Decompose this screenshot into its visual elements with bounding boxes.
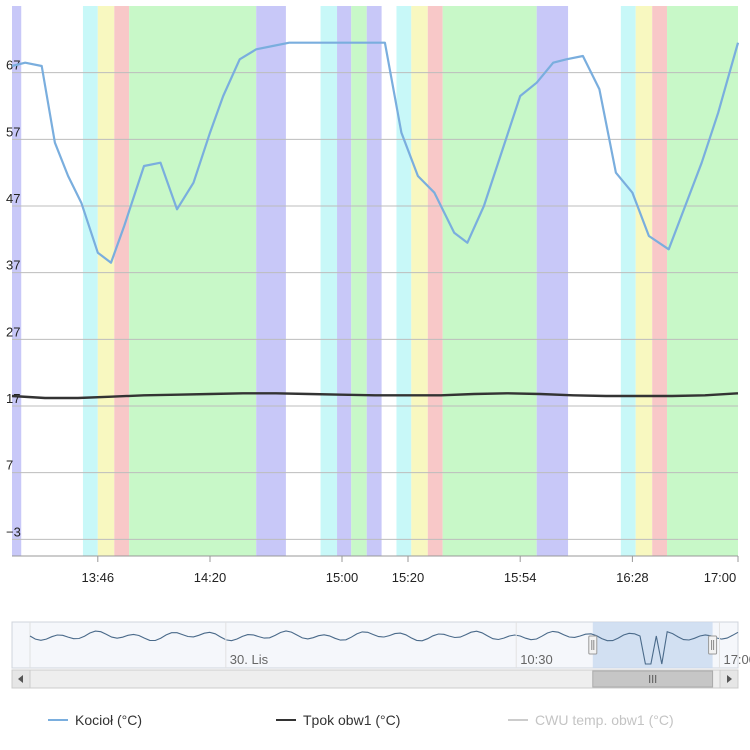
band <box>320 6 338 556</box>
navigator-handle[interactable] <box>588 635 598 655</box>
band <box>366 6 382 556</box>
x-tick-label: 15:00 <box>326 570 359 585</box>
band <box>427 6 443 556</box>
series-line <box>11 392 739 400</box>
legend-swatch <box>508 719 528 721</box>
legend-label: CWU temp. obw1 (°C) <box>535 712 674 728</box>
y-tick-label: 27 <box>6 324 20 339</box>
band <box>667 6 738 556</box>
legend-label: Tpok obw1 (°C) <box>303 712 401 728</box>
series-lines <box>11 41 740 400</box>
band <box>635 6 653 556</box>
series-line <box>11 41 740 264</box>
legend-item-kociol[interactable]: Kocioł (°C) <box>48 712 142 728</box>
band <box>442 6 537 556</box>
x-tick-label: 17:00 <box>704 570 737 585</box>
legend-swatch <box>276 719 296 721</box>
legend-label: Kocioł (°C) <box>75 712 143 728</box>
navigator-label: 17:00 <box>723 652 750 667</box>
background-bands <box>12 6 738 556</box>
band <box>652 6 668 556</box>
band <box>620 6 636 556</box>
navigator-selection <box>592 622 713 668</box>
x-tick-label: 15:54 <box>504 570 537 585</box>
chevron-right-icon <box>727 675 732 683</box>
y-tick-label: 47 <box>6 191 20 206</box>
navigator-label: 30. Lis <box>230 652 269 667</box>
navigator-handle[interactable] <box>708 635 718 655</box>
navigator-series-line <box>29 630 739 665</box>
y-tick-label: −3 <box>6 524 21 539</box>
x-tick-label: 16:28 <box>616 570 649 585</box>
legend-swatch <box>48 719 68 721</box>
navigator-label: 10:30 <box>520 652 553 667</box>
band <box>396 6 412 556</box>
y-tick-label: 57 <box>6 124 20 139</box>
band <box>351 6 367 556</box>
x-tick-label: 13:46 <box>82 570 115 585</box>
y-tick-label: 37 <box>6 258 20 273</box>
legend-item-cwu-temp-obw1[interactable]: CWU temp. obw1 (°C) <box>508 712 674 728</box>
x-tick-label: 15:20 <box>392 570 425 585</box>
band <box>97 6 115 556</box>
band <box>536 6 569 556</box>
y-tick-label: 7 <box>6 458 13 473</box>
band <box>82 6 98 556</box>
band <box>129 6 257 556</box>
band <box>12 6 22 556</box>
legend-item-tpok-obw1[interactable]: Tpok obw1 (°C) <box>276 712 400 728</box>
band <box>411 6 428 556</box>
chevron-left-icon <box>18 675 23 683</box>
band <box>256 6 286 556</box>
y-tick-label: 17 <box>6 391 20 406</box>
navigator: 30. Lis 10:30 17:00 <box>11 621 750 689</box>
x-tick-label: 14:20 <box>194 570 227 585</box>
legend: Kocioł (°C) Tpok obw1 (°C) CWU temp. obw… <box>0 706 750 734</box>
band <box>114 6 130 556</box>
x-axis-ticks: 13:46 14:20 15:00 15:20 15:54 16:28 17:00 <box>12 555 739 585</box>
y-grid <box>12 72 738 540</box>
band <box>337 6 352 556</box>
